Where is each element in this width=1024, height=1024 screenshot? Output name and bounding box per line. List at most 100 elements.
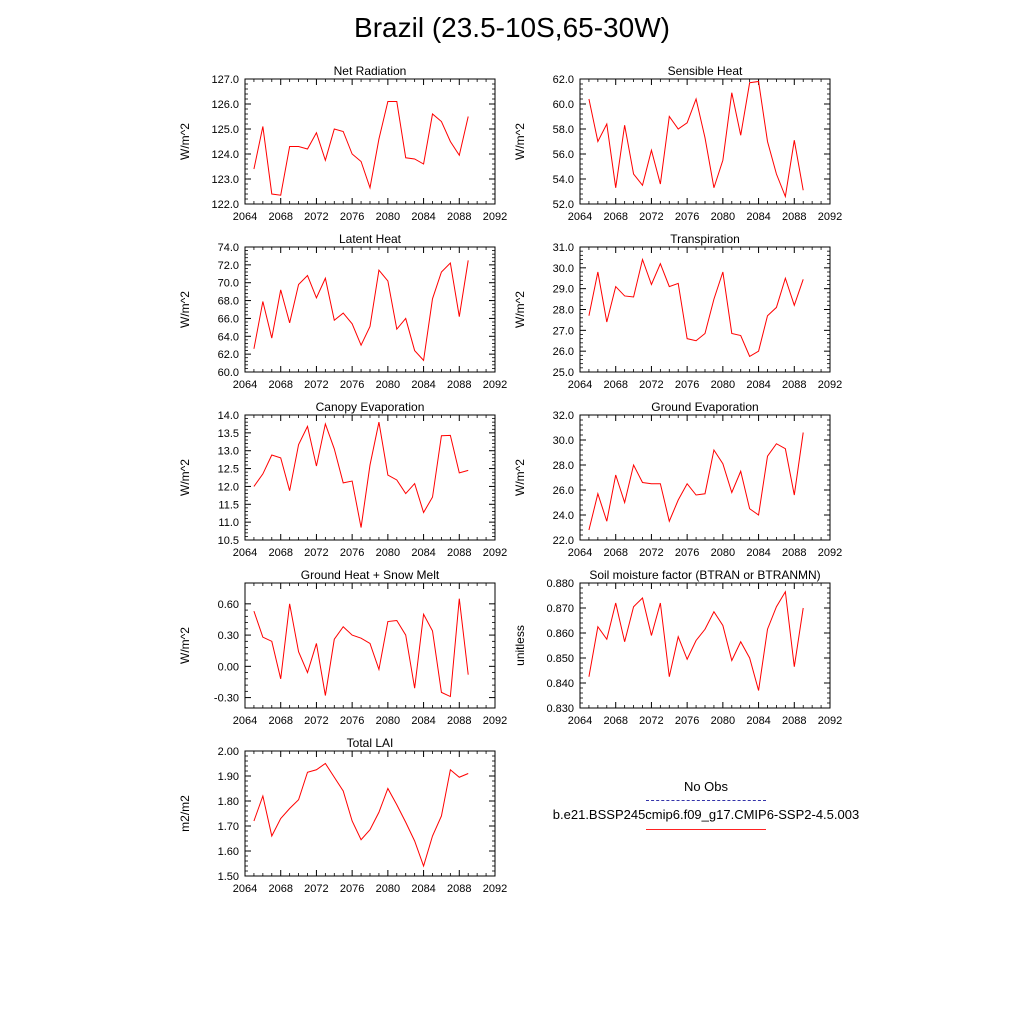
y-tick-label: 25.0 xyxy=(553,367,574,379)
x-tick-label: 2064 xyxy=(568,715,592,727)
x-tick-label: 2092 xyxy=(818,379,842,391)
y-tick-label: 126.0 xyxy=(211,99,239,111)
x-tick-label: 2080 xyxy=(711,379,735,391)
x-tick-label: 2064 xyxy=(233,883,257,895)
x-tick-label: 2076 xyxy=(675,211,699,223)
y-axis-label: W/m^2 xyxy=(178,291,192,328)
x-tick-label: 2092 xyxy=(483,715,507,727)
y-tick-label: 26.0 xyxy=(553,346,574,358)
panel-ground-heat-snow-melt: Ground Heat + Snow Melt W/m^2 2064 2068 2072… xyxy=(178,568,507,727)
y-tick-label: 123.0 xyxy=(211,174,239,186)
y-axis-label: W/m^2 xyxy=(178,627,192,664)
series-line xyxy=(253,598,469,698)
x-tick-label: 2072 xyxy=(304,547,328,559)
x-tick-label: 2076 xyxy=(340,883,364,895)
y-tick-label: 122.0 xyxy=(211,199,239,211)
y-tick-label: 54.0 xyxy=(553,174,574,186)
series-line xyxy=(588,590,804,691)
x-tick-label: 2064 xyxy=(233,715,257,727)
x-tick-label: 2076 xyxy=(340,379,364,391)
panel-transpiration: Transpiration W/m^2 2064 2068 2072 2076 2080 20… xyxy=(513,232,842,391)
y-tick-label: 1.70 xyxy=(218,821,239,833)
x-tick-label: 2072 xyxy=(304,715,328,727)
y-tick-label: 0.860 xyxy=(546,628,574,640)
x-tick-label: 2092 xyxy=(818,211,842,223)
panel-total-lai: Total LAI m2/m2 2064 2068 2072 2076 2080 2084 20… xyxy=(178,736,507,895)
x-tick-label: 2076 xyxy=(340,211,364,223)
x-tick-label: 2088 xyxy=(447,379,471,391)
y-tick-label: 2.00 xyxy=(218,746,239,758)
x-tick-label: 2072 xyxy=(639,379,663,391)
panel-latent-heat: Latent Heat W/m^2 2064 2068 2072 2076 2080 2084… xyxy=(178,232,507,391)
y-tick-label: 66.0 xyxy=(218,313,239,325)
x-tick-label: 2072 xyxy=(304,379,328,391)
panel-title: Total LAI xyxy=(347,736,394,750)
x-tick-label: 2080 xyxy=(711,547,735,559)
y-tick-label: 0.60 xyxy=(218,599,239,611)
y-tick-label: 22.0 xyxy=(553,535,574,547)
legend-run-line xyxy=(646,829,766,830)
y-tick-label: 12.0 xyxy=(218,481,239,493)
panel-title: Transpiration xyxy=(670,232,740,246)
y-tick-label: 70.0 xyxy=(218,278,239,290)
y-tick-label: 29.0 xyxy=(553,284,574,296)
y-tick-label: 62.0 xyxy=(553,74,574,86)
y-axis-label: W/m^2 xyxy=(178,459,192,496)
series-line xyxy=(588,432,804,531)
x-tick-label: 2072 xyxy=(639,547,663,559)
x-tick-label: 2084 xyxy=(411,715,435,727)
panel-title: Latent Heat xyxy=(339,232,402,246)
x-tick-label: 2092 xyxy=(818,547,842,559)
panel-title: Canopy Evaporation xyxy=(316,400,425,414)
x-tick-label: 2080 xyxy=(376,883,400,895)
x-tick-label: 2072 xyxy=(304,883,328,895)
y-tick-label: 10.5 xyxy=(218,535,239,547)
plot-frame xyxy=(244,750,496,877)
y-tick-label: 0.30 xyxy=(218,630,239,642)
panel-title: Ground Heat + Snow Melt xyxy=(301,568,440,582)
x-tick-label: 2080 xyxy=(376,211,400,223)
y-tick-label: 60.0 xyxy=(553,99,574,111)
x-tick-label: 2080 xyxy=(376,379,400,391)
x-tick-label: 2068 xyxy=(603,547,627,559)
x-tick-label: 2084 xyxy=(746,547,770,559)
panel-title: Ground Evaporation xyxy=(651,400,758,414)
plot-frame xyxy=(579,78,831,205)
panel-title: Sensible Heat xyxy=(668,64,743,78)
y-tick-label: 28.0 xyxy=(553,305,574,317)
x-tick-label: 2088 xyxy=(447,883,471,895)
x-tick-label: 2068 xyxy=(268,547,292,559)
series-line xyxy=(253,422,469,528)
y-tick-label: 31.0 xyxy=(553,242,574,254)
y-tick-label: 32.0 xyxy=(553,410,574,422)
y-tick-label: 11.5 xyxy=(218,499,239,511)
y-tick-label: 52.0 xyxy=(553,199,574,211)
x-tick-label: 2084 xyxy=(746,211,770,223)
x-tick-label: 2064 xyxy=(568,379,592,391)
y-tick-label: 0.830 xyxy=(546,703,574,715)
x-tick-label: 2080 xyxy=(711,211,735,223)
y-tick-label: 26.0 xyxy=(553,485,574,497)
y-tick-label: 0.840 xyxy=(546,678,574,690)
y-tick-label: 0.870 xyxy=(546,603,574,615)
y-tick-label: 1.60 xyxy=(218,846,239,858)
plot-frame xyxy=(579,246,831,373)
x-tick-label: 2068 xyxy=(268,211,292,223)
x-tick-label: 2076 xyxy=(675,379,699,391)
y-axis-label: W/m^2 xyxy=(513,123,527,160)
y-tick-label: 13.5 xyxy=(218,428,239,440)
x-tick-label: 2068 xyxy=(268,883,292,895)
y-tick-label: -0.30 xyxy=(214,693,239,705)
x-tick-label: 2068 xyxy=(603,715,627,727)
y-tick-label: 74.0 xyxy=(218,242,239,254)
y-tick-label: 0.00 xyxy=(218,661,239,673)
x-tick-label: 2068 xyxy=(268,379,292,391)
y-tick-label: 58.0 xyxy=(553,124,574,136)
series-line xyxy=(588,80,804,199)
x-tick-label: 2076 xyxy=(675,547,699,559)
x-tick-label: 2088 xyxy=(782,211,806,223)
y-tick-label: 60.0 xyxy=(218,367,239,379)
y-tick-label: 64.0 xyxy=(218,331,239,343)
x-tick-label: 2064 xyxy=(233,211,257,223)
x-tick-label: 2088 xyxy=(447,547,471,559)
